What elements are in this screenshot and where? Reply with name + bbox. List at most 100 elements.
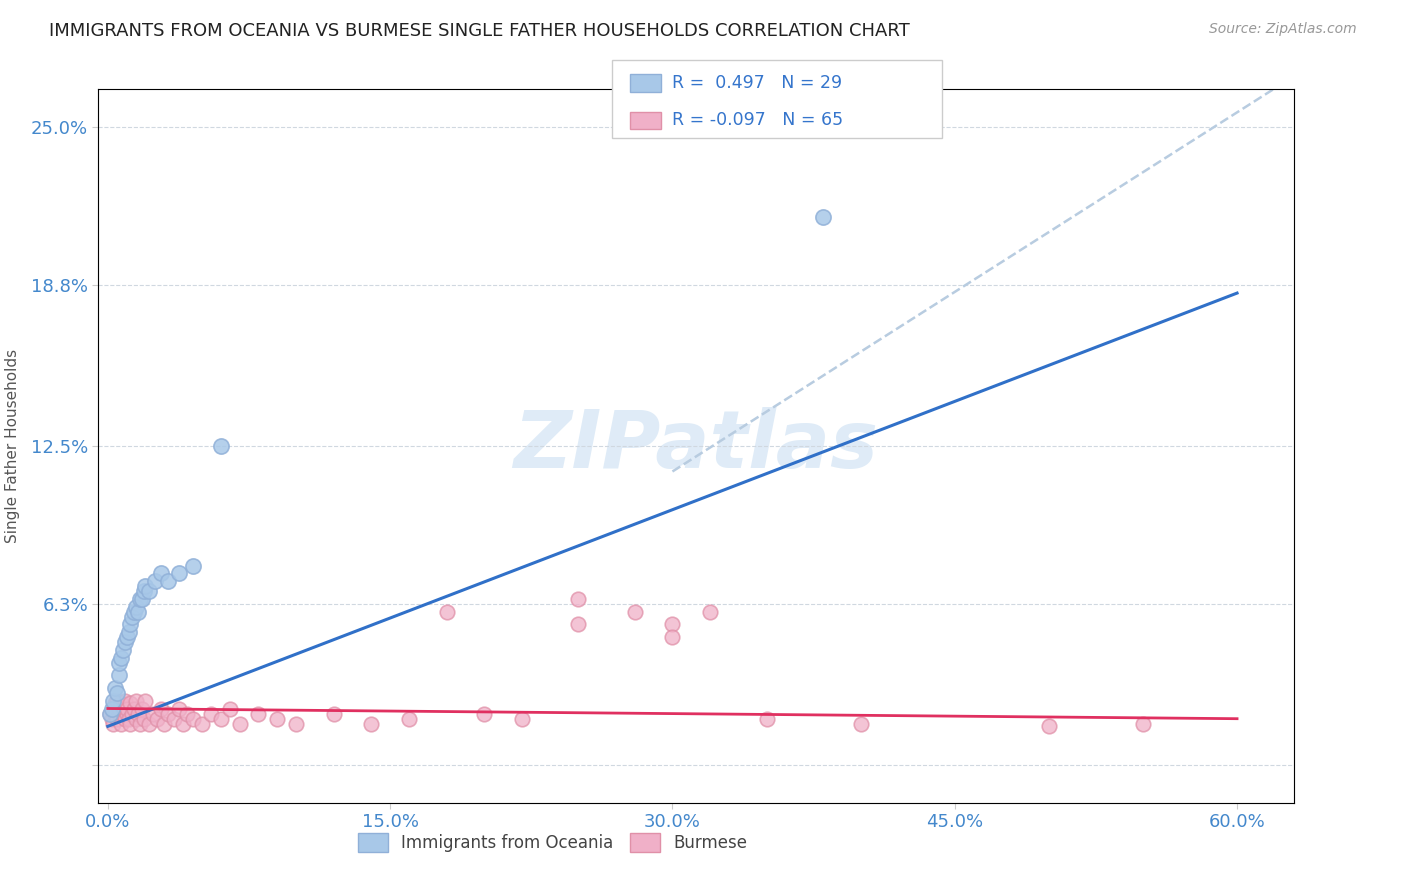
Point [398,712,420,726]
Point [114,635,136,649]
Point [219,701,242,715]
Point [121,706,143,721]
Point [134,694,156,708]
Point [115,701,138,715]
Point [149,566,172,581]
Point [285,716,308,731]
Point [169,701,191,715]
Point [103,716,125,731]
Point [115,706,138,721]
Text: ZIPatlas: ZIPatlas [513,407,879,485]
Point [125,599,148,614]
Point [163,712,186,726]
Point [181,712,204,726]
Point [153,716,176,731]
Point [157,706,180,721]
Point [176,706,198,721]
Point [104,681,127,695]
Point [191,716,214,731]
Point [117,625,139,640]
Point [108,668,131,682]
Point [128,716,150,731]
Point [755,712,778,726]
Point [143,574,166,588]
Point [121,609,143,624]
Point [131,701,153,715]
Point [111,701,134,715]
Point [472,706,495,721]
Point [127,706,149,721]
Point [110,650,132,665]
Point [1038,719,1060,733]
Text: Source: ZipAtlas.com: Source: ZipAtlas.com [1209,22,1357,37]
Point [142,706,165,721]
Point [209,712,232,726]
Point [98,706,121,721]
Point [108,706,131,721]
Point [104,706,127,721]
Point [567,617,589,632]
Point [567,591,589,606]
Point [172,716,194,731]
Point [105,694,128,708]
Point [149,701,172,715]
Point [849,716,872,731]
Point [510,712,533,726]
Point [200,706,222,721]
Text: R =  0.497   N = 29: R = 0.497 N = 29 [672,74,842,92]
Point [111,706,134,721]
Point [811,210,834,224]
Point [623,605,645,619]
Point [699,605,721,619]
Point [120,716,142,731]
Point [117,712,139,726]
Point [209,439,232,453]
Point [138,716,160,731]
Point [100,701,122,715]
Point [128,591,150,606]
Point [103,701,125,715]
Point [115,630,138,644]
Point [125,694,148,708]
Point [436,605,458,619]
Text: IMMIGRANTS FROM OCEANIA VS BURMESE SINGLE FATHER HOUSEHOLDS CORRELATION CHART: IMMIGRANTS FROM OCEANIA VS BURMESE SINGL… [49,22,910,40]
Point [111,643,134,657]
Point [266,712,288,726]
Point [661,617,683,632]
Point [360,716,382,731]
Point [138,584,160,599]
Point [145,712,167,726]
Point [108,656,131,670]
Point [100,712,122,726]
Text: R = -0.097   N = 65: R = -0.097 N = 65 [672,112,844,129]
Point [181,558,204,573]
Legend: Immigrants from Oceania, Burmese: Immigrants from Oceania, Burmese [352,826,754,859]
Point [169,566,191,581]
Point [110,697,132,711]
Point [247,706,270,721]
Point [110,716,132,731]
Point [120,697,142,711]
Point [1132,716,1154,731]
Point [122,701,145,715]
Point [108,701,131,715]
Point [114,712,136,726]
Point [134,579,156,593]
Point [228,716,250,731]
Point [157,574,180,588]
Point [105,712,128,726]
Point [103,694,125,708]
Point [120,617,142,632]
Point [322,706,344,721]
Y-axis label: Single Father Households: Single Father Households [4,349,20,543]
Point [98,706,121,721]
Point [122,605,145,619]
Point [125,712,148,726]
Point [661,630,683,644]
Point [132,584,155,599]
Point [105,686,128,700]
Point [104,697,127,711]
Point [127,605,149,619]
Point [114,694,136,708]
Point [131,591,153,606]
